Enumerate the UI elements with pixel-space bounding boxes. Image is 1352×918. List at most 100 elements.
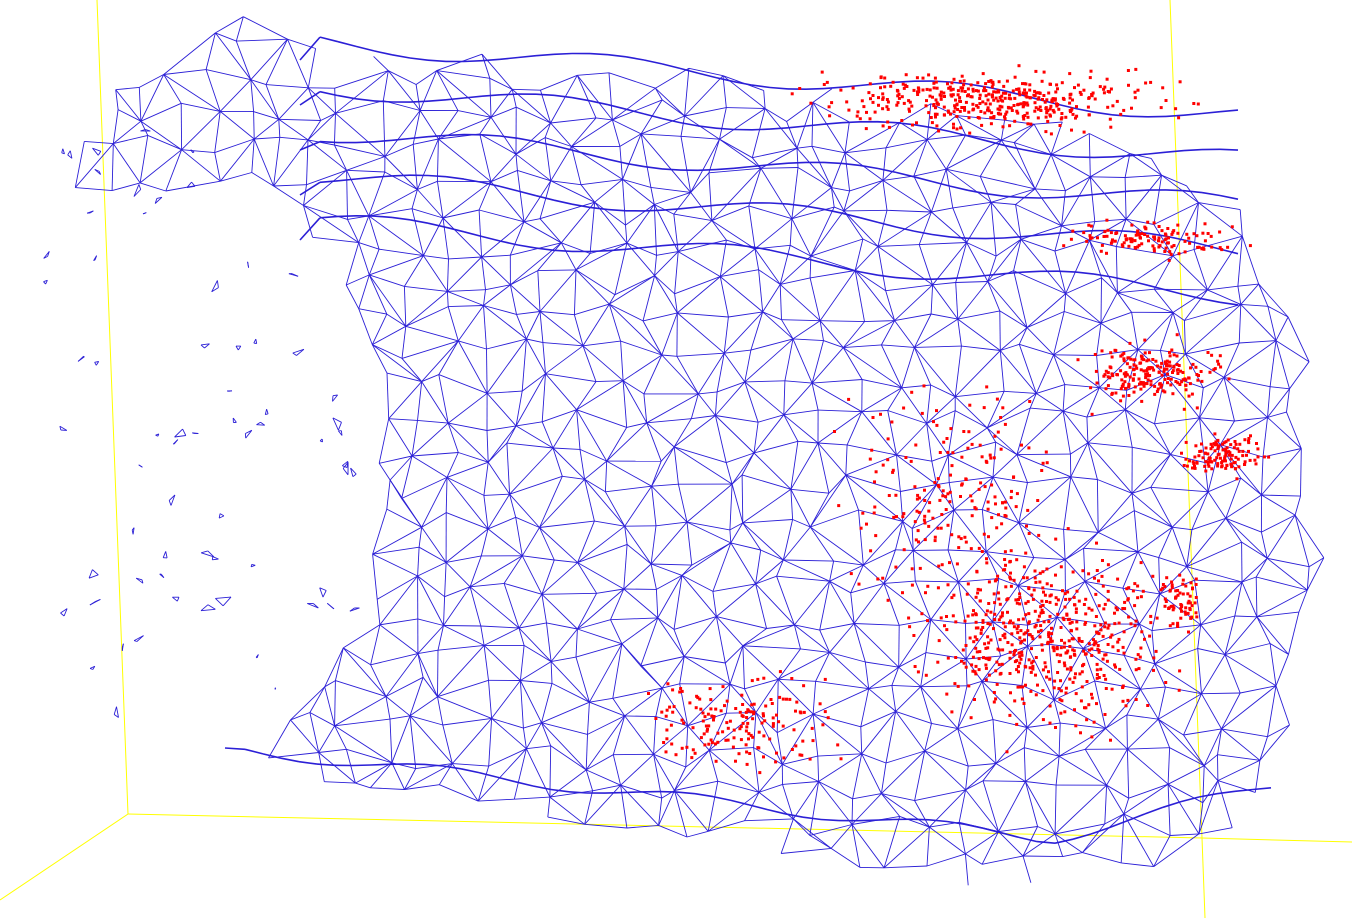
point-marker: [1076, 358, 1080, 362]
point-marker: [1132, 363, 1136, 367]
point-marker: [1039, 109, 1043, 112]
mesh-fragment: [94, 361, 99, 363]
point-marker: [1117, 637, 1121, 641]
mesh-edge: [1086, 409, 1126, 418]
mesh-edge: [335, 100, 384, 114]
point-marker: [1042, 590, 1045, 594]
mesh-edge: [776, 575, 830, 582]
mesh-edge: [729, 683, 757, 713]
point-marker: [823, 710, 827, 714]
mesh-edge: [661, 312, 678, 356]
mesh-contour: [1003, 271, 1023, 275]
mesh-edge: [1238, 304, 1242, 344]
mesh-edge: [421, 374, 439, 383]
point-marker: [956, 89, 960, 93]
point-marker: [1027, 532, 1031, 535]
mesh-contour: [1252, 787, 1272, 791]
point-marker: [1109, 635, 1113, 639]
point-marker: [1043, 593, 1047, 597]
mesh-fragment: [232, 417, 237, 423]
point-marker: [1063, 641, 1067, 645]
point-marker: [1224, 440, 1228, 444]
mesh-contour: [1201, 298, 1221, 304]
point-marker: [981, 72, 985, 76]
mesh-edge: [854, 270, 886, 292]
mesh-fragment: [170, 494, 176, 506]
point-marker: [1041, 570, 1045, 574]
mesh-edge: [981, 476, 994, 510]
mesh-edge: [842, 347, 863, 380]
mesh-edge: [725, 462, 733, 485]
mesh-edge: [1026, 727, 1060, 757]
point-marker: [1074, 672, 1077, 676]
mesh-fragment: [211, 556, 214, 560]
point-marker: [968, 636, 972, 640]
mesh-edge: [1172, 312, 1185, 321]
point-marker: [1062, 645, 1066, 649]
mesh-edge: [181, 111, 221, 151]
point-marker: [1074, 607, 1078, 611]
mesh-contour: [481, 94, 501, 97]
point-marker: [1039, 628, 1043, 632]
mesh-edge: [673, 616, 717, 630]
mesh-edge: [307, 87, 322, 121]
mesh-edge: [550, 180, 595, 203]
point-marker: [1146, 704, 1150, 707]
mesh-edge: [491, 717, 524, 729]
point-marker: [1188, 606, 1192, 610]
point-marker: [691, 748, 695, 752]
mesh-edge: [1054, 785, 1057, 835]
point-marker: [932, 420, 935, 424]
point-marker: [1191, 466, 1194, 470]
mesh-edge: [1000, 343, 1020, 351]
point-marker: [881, 463, 885, 467]
mesh-fragment: [342, 460, 349, 467]
point-marker: [1015, 722, 1019, 726]
mesh-edge: [254, 136, 280, 140]
point-marker: [723, 704, 726, 708]
point-marker: [1209, 460, 1213, 464]
mesh-contour: [589, 154, 609, 161]
point-marker: [1168, 250, 1172, 254]
point-marker: [1165, 364, 1168, 368]
mesh-contour: [928, 819, 948, 823]
mesh-contour: [391, 216, 411, 221]
mesh-edge: [1267, 724, 1290, 738]
mesh-contour: [1057, 270, 1077, 273]
mesh-contour: [1165, 189, 1185, 192]
point-marker: [1094, 592, 1098, 596]
mesh-contour: [769, 127, 789, 130]
mesh-edge: [730, 542, 761, 551]
point-marker: [926, 619, 929, 623]
point-marker: [960, 659, 963, 663]
point-marker: [1221, 459, 1224, 463]
point-marker: [974, 595, 978, 599]
mesh-edge: [139, 149, 182, 184]
point-marker: [1162, 367, 1166, 371]
point-marker: [709, 707, 713, 711]
point-marker: [1070, 128, 1073, 132]
point-marker: [1015, 558, 1019, 562]
mesh-edge: [358, 274, 370, 309]
point-marker: [876, 577, 880, 581]
point-marker: [1220, 464, 1224, 468]
mesh-contour: [316, 763, 336, 767]
point-marker: [1130, 223, 1134, 227]
point-marker: [1030, 635, 1034, 638]
point-marker: [1022, 702, 1026, 705]
point-marker: [734, 707, 738, 710]
point-marker: [1262, 455, 1266, 459]
mesh-contour: [967, 135, 987, 142]
mesh-edge: [1140, 686, 1166, 690]
mesh-contour: [1126, 813, 1146, 822]
mesh-edge: [307, 120, 322, 141]
mesh-edge: [1198, 780, 1219, 835]
mesh-edge: [587, 715, 625, 735]
point-marker: [1036, 618, 1040, 622]
point-marker: [830, 101, 834, 105]
mesh-edge: [417, 618, 444, 626]
mesh-edge: [818, 781, 853, 825]
point-marker: [1045, 461, 1049, 465]
